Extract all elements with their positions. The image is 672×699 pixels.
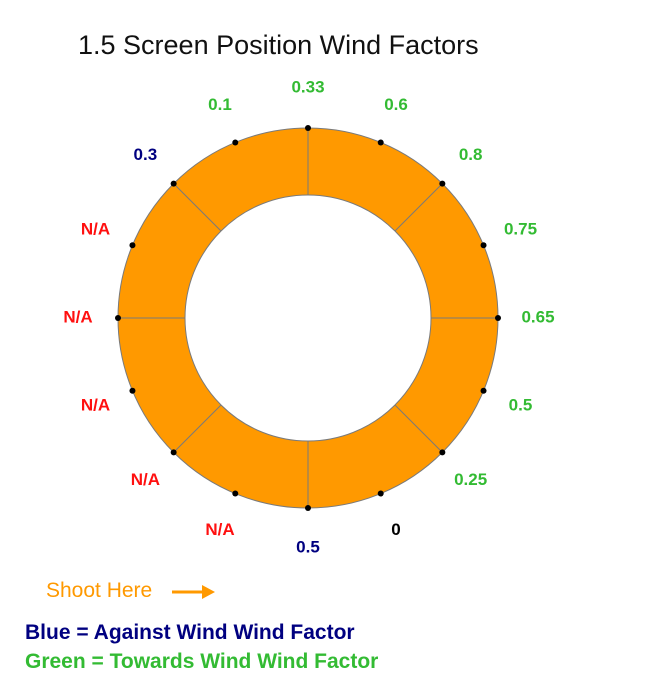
- wind-factor-label: N/A: [131, 470, 160, 489]
- shoot-here-label: Shoot Here: [46, 579, 153, 602]
- position-marker: [129, 242, 136, 249]
- wind-factor-label: 0.1: [208, 95, 232, 114]
- position-marker: [129, 387, 136, 394]
- ring-inner: [184, 194, 432, 442]
- wind-factor-label: N/A: [81, 396, 110, 415]
- wind-factor-label: 0.8: [459, 145, 483, 164]
- position-marker: [115, 315, 121, 321]
- wind-factor-label: 0: [391, 520, 400, 539]
- position-marker: [232, 139, 239, 146]
- wind-factor-label: 0.5: [296, 537, 320, 556]
- wind-factor-label: 0.33: [291, 77, 324, 96]
- legend-green: Green = Towards Wind Wind Factor: [25, 650, 379, 673]
- wind-factor-label: 0.5: [509, 396, 533, 415]
- position-marker: [170, 180, 177, 187]
- position-marker: [439, 449, 446, 456]
- shoot-arrow-icon: [172, 585, 215, 599]
- position-marker: [480, 387, 487, 394]
- position-marker: [305, 125, 311, 131]
- position-marker: [495, 315, 501, 321]
- wind-factor-label: N/A: [205, 520, 234, 539]
- segment-divider: [173, 183, 222, 232]
- position-marker: [377, 139, 384, 146]
- position-marker: [439, 180, 446, 187]
- page-title: 1.5 Screen Position Wind Factors: [78, 30, 479, 60]
- position-marker: [305, 505, 311, 511]
- wind-factor-label: 0.25: [454, 470, 487, 489]
- segment-divider: [394, 183, 443, 232]
- segment-divider: [173, 404, 222, 453]
- position-marker: [480, 242, 487, 249]
- wind-factor-label: N/A: [81, 219, 110, 238]
- segment-divider: [394, 404, 443, 453]
- wind-factor-label: N/A: [63, 307, 92, 326]
- wind-factor-label: 0.75: [504, 219, 537, 238]
- wind-factor-label: 0.65: [521, 307, 554, 326]
- position-marker: [170, 449, 177, 456]
- legend-blue: Blue = Against Wind Wind Factor: [25, 621, 355, 644]
- position-marker: [377, 490, 384, 497]
- wind-factor-label: 0.3: [134, 145, 158, 164]
- wind-factor-label: 0.6: [384, 95, 408, 114]
- position-marker: [232, 490, 239, 497]
